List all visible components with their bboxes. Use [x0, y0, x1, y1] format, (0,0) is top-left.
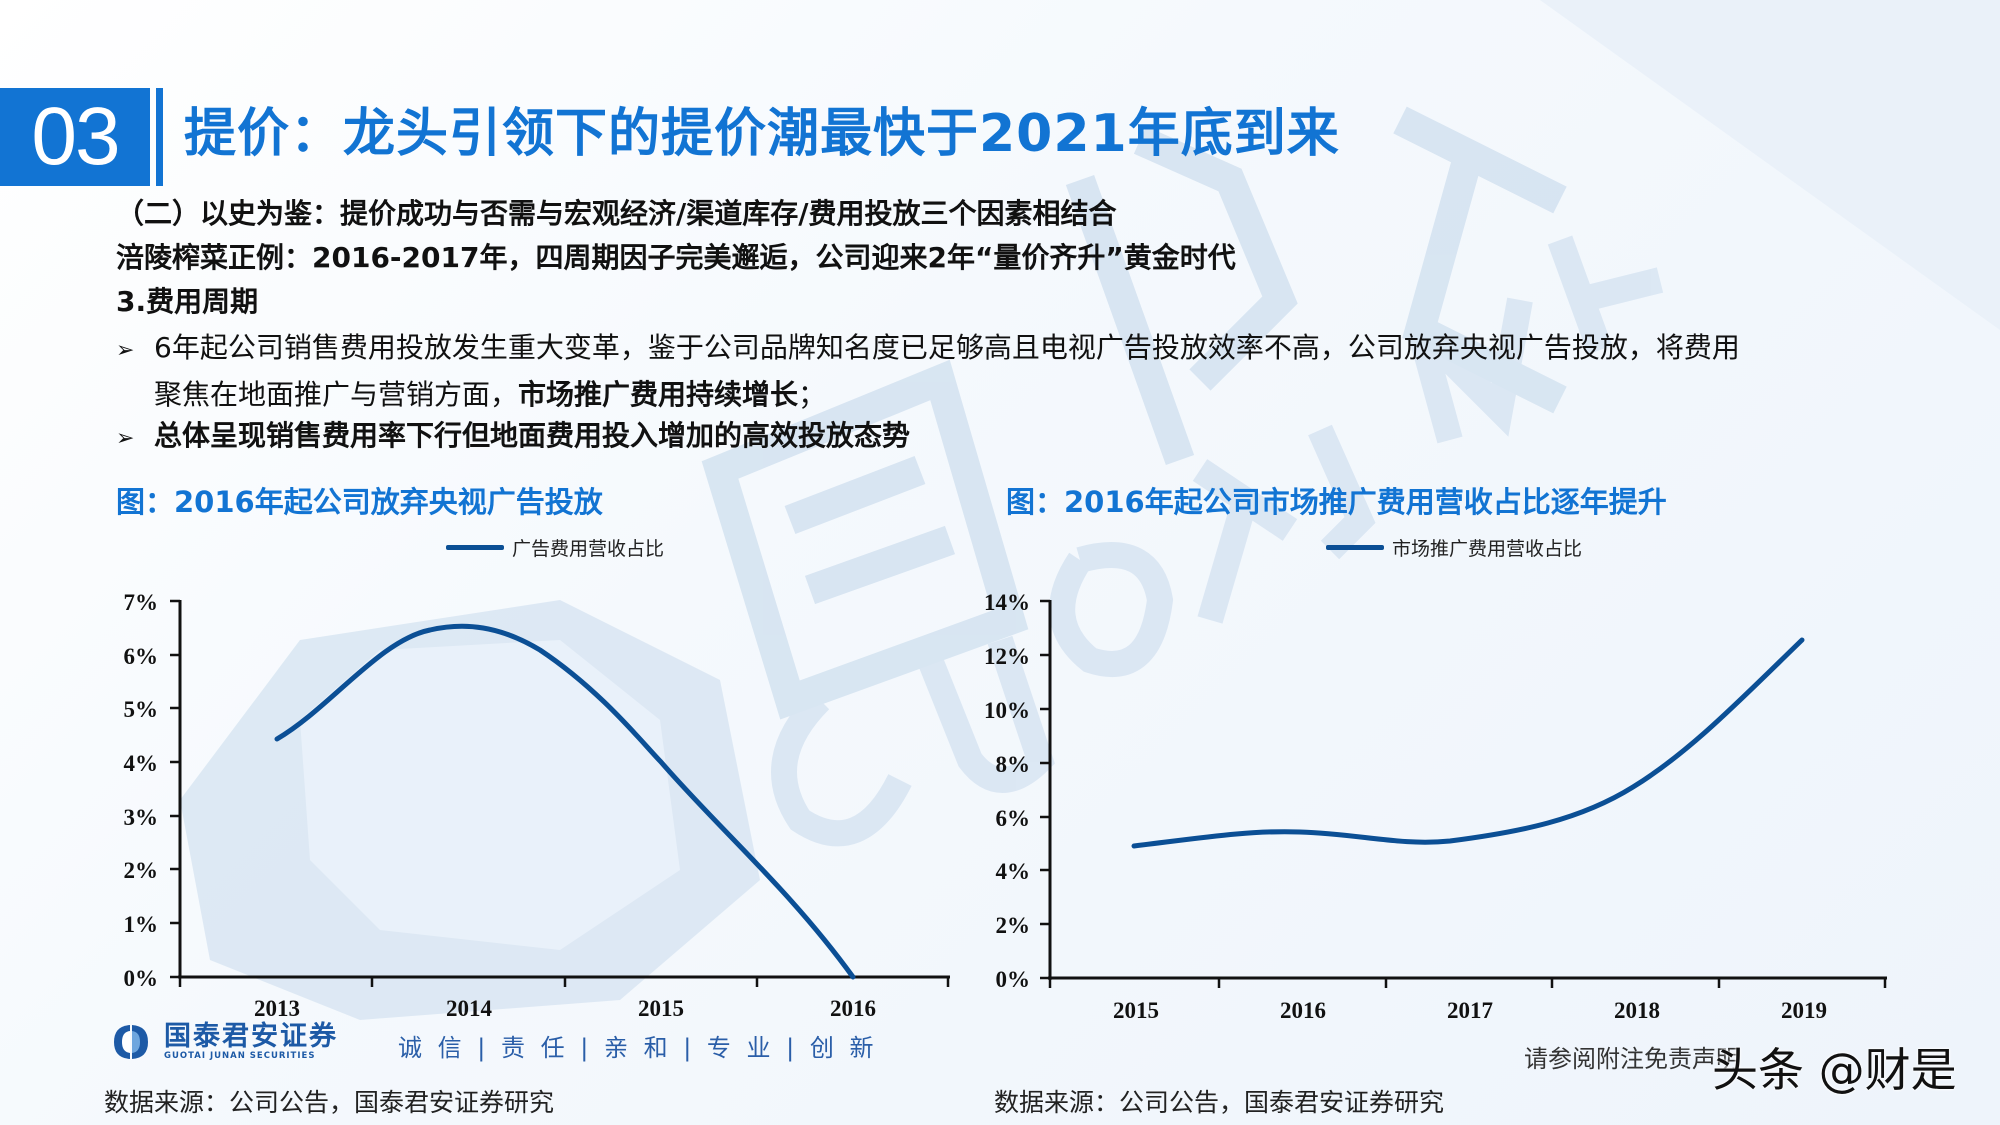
- svg-text:2019: 2019: [1781, 998, 1827, 1020]
- svg-text:5%: 5%: [124, 697, 159, 722]
- title-accent-bar: [156, 88, 163, 186]
- svg-text:2016: 2016: [1280, 998, 1326, 1020]
- bullet-item-2: ➢ 总体呈现销售费用率下行但地面费用投入增加的高效投放态势: [116, 414, 1916, 461]
- svg-text:12%: 12%: [984, 644, 1030, 669]
- arrow-bullet-icon: ➢: [116, 426, 135, 451]
- y-axis-ticks-left: [170, 599, 180, 979]
- series-line-ad-expense: [274, 623, 856, 980]
- svg-text:6%: 6%: [996, 806, 1031, 831]
- svg-text:0%: 0%: [996, 967, 1031, 992]
- svg-text:6%: 6%: [124, 644, 159, 669]
- bullet-1-tail: ；: [798, 378, 827, 411]
- svg-text:2013: 2013: [254, 996, 300, 1020]
- logo-text: 国泰君安证券 GUOTAI JUNAN SECURITIES: [164, 1021, 338, 1062]
- page-title: 提价：龙头引领下的提价潮最快于2021年底到来: [184, 104, 1340, 164]
- disclaimer-note: 请参阅附注免责声明: [1524, 1045, 1740, 1073]
- y-axis-labels-left: 7% 6% 5% 4% 3% 2% 1% 0%: [124, 590, 159, 991]
- figure-title-right: 图：2016年起公司市场推广费用营收占比逐年提升: [1006, 485, 1667, 519]
- legend-line-swatch-icon: [1326, 545, 1384, 550]
- chart-legend-right: 市场推广费用营收占比: [1326, 534, 1582, 561]
- series-line-marketing-expense: [1131, 637, 1805, 849]
- bullet-2-bold-text: 总体呈现销售费用率下行但地面费用投入增加的高效投放态势: [154, 419, 911, 452]
- svg-text:2018: 2018: [1614, 998, 1660, 1020]
- intro-heading-expense-cycle: 3.费用周期: [116, 285, 259, 318]
- data-source-right: 数据来源：公司公告，国泰君安证券研究: [994, 1088, 1445, 1117]
- svg-text:2%: 2%: [124, 858, 159, 883]
- data-source-left: 数据来源：公司公告，国泰君安证券研究: [104, 1088, 555, 1117]
- toutiao-overlay-watermark: 头条 @财是: [1712, 1043, 1957, 1097]
- line-chart-ad-expense-ratio: 7% 6% 5% 4% 3% 2% 1% 0% 2013 2014 2015 2…: [0, 0, 1000, 1024]
- legend-label-left: 广告费用营收占比: [512, 538, 665, 560]
- intro-heading-factors: （二）以史为鉴：提价成功与否需与宏观经济/渠道库存/费用投放三个因素相结合: [116, 197, 1117, 230]
- x-axis-ticks-right: [1048, 978, 1887, 988]
- x-axis-labels-left: 2013 2014 2015 2016: [254, 996, 876, 1021]
- svg-text:7%: 7%: [124, 590, 159, 615]
- intro-heading-example: 涪陵榨菜正例：2016-2017年，四周期因子完美邂逅，公司迎来2年“量价齐升”…: [116, 241, 1236, 274]
- svg-text:2014: 2014: [446, 996, 493, 1020]
- figure-title-left: 图：2016年起公司放弃央视广告投放: [116, 485, 603, 519]
- svg-text:8%: 8%: [996, 752, 1031, 777]
- y-axis-ticks-right: [1040, 599, 1050, 980]
- bullet-1-text: 6年起公司销售费用投放发生重大变革，鉴于公司品牌知名度已足够高且电视广告投放效率…: [154, 331, 1740, 364]
- chart-legend-left: 广告费用营收占比: [446, 534, 664, 561]
- legend-label-right: 市场推广费用营收占比: [1392, 538, 1583, 560]
- company-slogan: 诚 信 | 责 任 | 亲 和 | 专 业 | 创 新: [398, 1034, 878, 1062]
- svg-text:2017: 2017: [1447, 998, 1493, 1020]
- bullet-1-continuation: 聚焦在地面推广与营销方面，市场推广费用持续增长；: [116, 373, 1916, 417]
- logo-text-en: GUOTAI JUNAN SECURITIES: [164, 1051, 316, 1061]
- svg-text:4%: 4%: [996, 859, 1031, 884]
- section-number-badge: 03: [0, 88, 150, 186]
- bullet-1-text-2: 聚焦在地面推广与营销方面，: [154, 378, 519, 411]
- svg-text:2015: 2015: [638, 996, 684, 1020]
- company-logo: 国泰君安证券 GUOTAI JUNAN SECURITIES: [108, 1022, 338, 1062]
- guotai-junan-logo-icon: [114, 1025, 148, 1059]
- y-axis-labels-right: 14% 12% 10% 8% 6% 4% 2% 0%: [984, 590, 1030, 992]
- logo-text-cn: 国泰君安证券: [164, 1021, 338, 1052]
- svg-text:14%: 14%: [984, 590, 1030, 615]
- svg-text:4%: 4%: [124, 751, 159, 776]
- bullet-item-1: ➢ 6年起公司销售费用投放发生重大变革，鉴于公司品牌知名度已足够高且电视广告投放效…: [116, 326, 1916, 417]
- svg-text:2015: 2015: [1113, 998, 1159, 1020]
- svg-text:2016: 2016: [830, 996, 876, 1020]
- arrow-bullet-icon: ➢: [116, 338, 135, 363]
- bullet-1-bold-text: 市场推广费用持续增长: [518, 378, 799, 411]
- svg-text:1%: 1%: [124, 912, 159, 937]
- svg-text:0%: 0%: [124, 966, 159, 991]
- legend-line-swatch-icon: [446, 545, 504, 550]
- x-axis-labels-right: 2015 2016 2017 2018 2019: [1113, 998, 1827, 1020]
- x-axis-ticks-left: [178, 977, 950, 987]
- svg-text:10%: 10%: [984, 698, 1030, 723]
- svg-text:2%: 2%: [996, 913, 1031, 938]
- svg-text:3%: 3%: [124, 805, 159, 830]
